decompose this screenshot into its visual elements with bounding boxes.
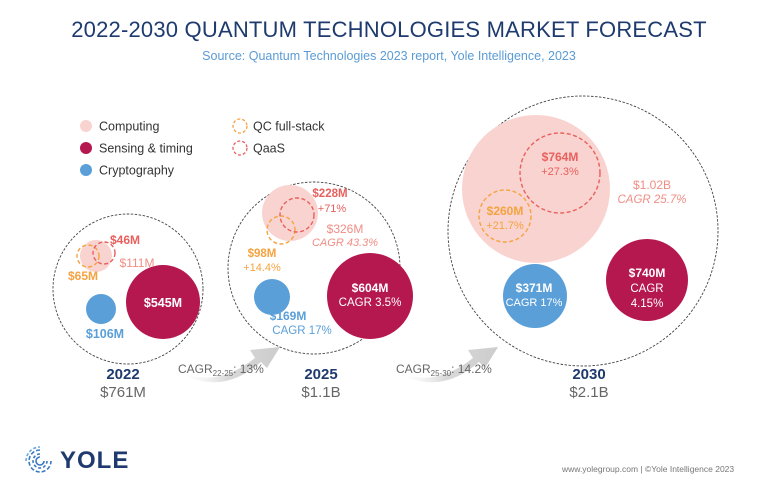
cryptography-cagr-2025: CAGR 17% <box>272 325 331 337</box>
cryptography-cagr-2030: CAGR 17% <box>506 297 563 309</box>
sensing-value-2030: $740M <box>629 266 666 280</box>
sensing-cagr2-2030: 4.15% <box>631 298 664 310</box>
cagr-arrows: CAGR22-25: 13% CAGR25-30: 14.2% <box>175 347 498 383</box>
yole-logo-text: YOLE <box>60 447 130 474</box>
legend-label-cryptography: Cryptography <box>99 164 175 178</box>
legend-swatch-qaas <box>232 140 248 156</box>
sensing-value-2022: $545M <box>144 296 182 310</box>
cagr-arrow-shape <box>393 347 498 383</box>
qaas-growth-2030: +27.3% <box>541 166 579 178</box>
legend-swatch-computing <box>80 120 92 132</box>
legend: Computing Sensing & timing Cryptography QC … <box>80 118 325 178</box>
year-total-2025: $1.1B <box>301 384 340 401</box>
qaas-value-2025: $228M <box>312 188 347 200</box>
cryptography-bubble-2022 <box>86 294 116 324</box>
sensing-bubble-2030 <box>606 239 688 321</box>
year-label-2030: 2030 <box>572 366 605 383</box>
cagr-arrow-label: CAGR25-30: 14.2% <box>396 362 492 378</box>
sensing-value-2025: $604M <box>352 281 389 295</box>
computing-value-2030: $1.02B <box>633 178 671 192</box>
qc-fullstack-value-2025: $98M <box>248 248 277 260</box>
qc-fullstack-value-2030: $260M <box>487 204 524 218</box>
qc-fullstack-growth-2030: +21.7% <box>486 220 524 232</box>
chart-title: 2022-2030 QUANTUM TECHNOLOGIES MARKET FO… <box>71 17 707 42</box>
computing-bubble-2022 <box>80 240 112 272</box>
computing-cagr-2030: CAGR 25.7% <box>617 194 686 206</box>
cagr-arrow-shape <box>175 347 280 383</box>
qc-fullstack-bubble-2030 <box>478 189 532 243</box>
year-label-2022: 2022 <box>106 366 139 383</box>
computing-cagr-2025: CAGR 43.3% <box>312 237 378 249</box>
computing-bubble-2025 <box>262 185 318 241</box>
yole-logo-icon <box>25 446 52 473</box>
cryptography-value-2025: $169M <box>270 309 307 323</box>
year-label-2025: 2025 <box>304 366 337 383</box>
computing-value-2025: $326M <box>327 222 364 236</box>
total-bubble-2022 <box>52 213 204 365</box>
cagr-arrow-label: CAGR22-25: 13% <box>178 362 264 378</box>
qaas-value-2030: $764M <box>542 150 579 164</box>
bubble-labels: 2022$761M 2025$1.1B 2030$2.1B $46M $111M $65M… <box>68 150 687 401</box>
bubbles <box>52 95 719 367</box>
cryptography-value-2030: $371M <box>516 281 553 295</box>
qaas-value-2022: $46M <box>110 233 140 247</box>
cryptography-bubble-2025 <box>254 279 290 315</box>
qc-fullstack-value-2022: $65M <box>68 269 98 283</box>
sensing-bubble-2022 <box>126 265 200 339</box>
sensing-bubble-2025 <box>327 253 413 339</box>
legend-label-qaas: QaaS <box>253 142 285 156</box>
year-total-2030: $2.1B <box>569 384 608 401</box>
year-total-2022: $761M <box>100 384 146 401</box>
sensing-cagr-2030: CAGR <box>630 283 663 295</box>
chart-subtitle: Source: Quantum Technologies 2023 report… <box>202 49 576 63</box>
total-bubble-2030 <box>447 95 719 367</box>
qc-fullstack-bubble-2022 <box>76 244 100 268</box>
cryptography-value-2022: $106M <box>86 327 124 341</box>
cryptography-bubble-2030 <box>503 264 567 328</box>
legend-swatch-sensing <box>80 142 92 154</box>
legend-swatch-qc_fullstack <box>232 118 248 134</box>
qc-fullstack-growth-2025: +14.4% <box>243 262 281 274</box>
footer-credit: www.yolegroup.com | ©Yole Intelligence 2… <box>562 464 735 474</box>
qc-fullstack-bubble-2025 <box>266 215 296 245</box>
legend-label-qc_fullstack: QC full-stack <box>253 120 325 134</box>
qaas-growth-2025: +71% <box>318 203 347 215</box>
computing-value-2022: $111M <box>120 256 155 270</box>
legend-swatch-cryptography <box>80 164 92 176</box>
sensing-cagr-2025: CAGR 3.5% <box>339 297 402 309</box>
qaas-bubble-2025 <box>279 197 315 233</box>
legend-label-computing: Computing <box>99 120 159 134</box>
legend-label-sensing: Sensing & timing <box>99 142 193 156</box>
computing-bubble-2030 <box>462 115 610 263</box>
qaas-bubble-2022 <box>92 241 116 265</box>
qaas-bubble-2030 <box>519 132 601 214</box>
